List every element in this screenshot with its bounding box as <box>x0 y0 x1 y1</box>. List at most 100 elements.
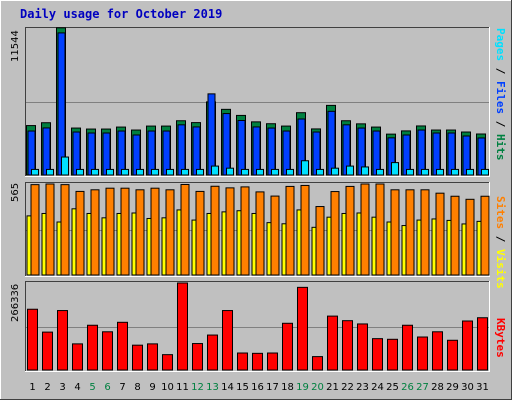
day-label-26: 26 <box>401 382 414 393</box>
middle-panel-legend: Sites / Visits <box>494 196 507 289</box>
middle-legend-part-0: Sites <box>494 196 507 229</box>
day-label-3: 3 <box>59 382 65 393</box>
day-label-23: 23 <box>356 382 369 393</box>
day-label-31: 31 <box>476 382 489 393</box>
kbytes-bar-day-17 <box>267 352 278 371</box>
files-bar-day-5 <box>87 132 96 176</box>
sites-bar-day-7 <box>120 187 130 276</box>
day-label-7: 7 <box>119 382 125 393</box>
sites-bar-day-22 <box>345 185 355 276</box>
pages-bar-day-20 <box>316 168 324 176</box>
day-label-13: 13 <box>206 382 219 393</box>
pages-bar-day-19 <box>301 160 309 176</box>
kbytes-bar-day-31 <box>477 317 488 371</box>
sites-bar-day-6 <box>105 187 115 276</box>
day-label-19: 19 <box>296 382 309 393</box>
files-bar-day-18 <box>282 130 291 176</box>
pages-bar-day-18 <box>286 168 294 176</box>
kbytes-bar-day-21 <box>327 315 338 371</box>
pages-bar-day-30 <box>466 168 474 176</box>
day-label-1: 1 <box>29 382 35 393</box>
files-bar-day-7 <box>117 130 126 176</box>
day-label-14: 14 <box>221 382 234 393</box>
files-bar-day-16 <box>252 126 261 176</box>
middle-y-max-label: 565 <box>10 183 21 202</box>
sites-bar-day-27 <box>420 189 430 276</box>
pages-bar-day-25 <box>391 162 399 176</box>
sites-bar-day-1 <box>30 184 40 276</box>
pages-bar-day-9 <box>151 168 159 176</box>
kbytes-bar-day-5 <box>87 324 98 371</box>
sites-bar-day-31 <box>480 195 490 276</box>
kbytes-bar-day-22 <box>342 320 353 371</box>
kbytes-bar-day-4 <box>72 343 83 371</box>
pages-bar-day-15 <box>241 168 249 176</box>
kbytes-bar-day-11 <box>177 282 188 371</box>
middle-panel-bars <box>26 183 490 276</box>
day-label-22: 22 <box>341 382 354 393</box>
kbytes-bar-day-14 <box>222 310 233 371</box>
kbytes-bar-day-28 <box>432 331 443 371</box>
pages-bar-day-4 <box>76 168 84 176</box>
kbytes-bar-day-18 <box>282 322 293 371</box>
day-label-30: 30 <box>461 382 474 393</box>
sites-bar-day-17 <box>270 195 280 276</box>
kbytes-bar-day-25 <box>387 338 398 371</box>
top-legend-part-3: / <box>494 114 507 134</box>
day-label-25: 25 <box>386 382 399 393</box>
sites-bar-day-14 <box>225 187 235 276</box>
sites-bar-day-11 <box>180 183 190 276</box>
sites-bar-day-13 <box>210 185 220 276</box>
kbytes-bar-day-10 <box>162 354 173 371</box>
kbytes-bar-day-16 <box>252 352 263 371</box>
pages-bar-day-27 <box>421 168 429 176</box>
day-label-10: 10 <box>161 382 174 393</box>
pages-bar-day-3 <box>61 156 69 176</box>
kbytes-bar-day-6 <box>102 331 113 371</box>
pages-bar-day-10 <box>166 168 174 176</box>
kbytes-bar-day-12 <box>192 343 203 371</box>
pages-bar-day-26 <box>406 168 414 176</box>
sites-bar-day-18 <box>285 185 295 276</box>
top-panel-bars <box>26 27 489 176</box>
pages-bar-day-31 <box>481 168 489 176</box>
files-bar-day-9 <box>147 130 156 176</box>
pages-bar-day-6 <box>106 168 114 176</box>
pages-bar-day-7 <box>121 168 129 176</box>
day-label-6: 6 <box>104 382 110 393</box>
day-label-21: 21 <box>326 382 339 393</box>
pages-bar-day-21 <box>331 167 339 176</box>
sites-bar-day-30 <box>465 198 475 276</box>
top-legend-part-0: Pages <box>494 28 507 61</box>
bottom-panel-bars <box>27 282 488 371</box>
files-bar-day-20 <box>312 131 321 176</box>
files-bar-day-14 <box>222 113 231 176</box>
files-bar-day-28 <box>432 132 441 176</box>
top-y-max-label: 11544 <box>10 30 21 62</box>
files-bar-day-29 <box>447 132 456 176</box>
middle-legend-part-2: Visits <box>494 249 507 289</box>
day-label-28: 28 <box>431 382 444 393</box>
pages-bar-day-1 <box>31 168 39 176</box>
files-bar-day-3 <box>57 32 66 176</box>
kbytes-bar-day-27 <box>417 336 428 371</box>
day-label-18: 18 <box>281 382 294 393</box>
files-bar-day-27 <box>417 129 426 176</box>
sites-bar-day-28 <box>435 192 445 276</box>
sites-bar-day-16 <box>255 191 265 276</box>
top-legend-part-4: Hits <box>494 134 507 161</box>
x-axis-day-labels: 1 2 3 4 5 6 7 8 9 10 11 12 13 14 15 16 17 18 19 20 21 22 23 24 2… <box>29 382 489 393</box>
sites-bar-day-20 <box>315 206 325 276</box>
files-bar-day-2 <box>42 127 51 176</box>
pages-bar-day-22 <box>346 165 354 176</box>
kbytes-bar-day-30 <box>462 320 473 371</box>
chart-title: Daily usage for October 2019 <box>20 7 222 21</box>
kbytes-bar-day-19 <box>297 286 308 371</box>
sites-bar-day-26 <box>405 189 415 276</box>
day-label-29: 29 <box>446 382 459 393</box>
sites-bar-day-5 <box>90 189 100 276</box>
sites-bar-day-29 <box>450 195 460 276</box>
sites-bar-day-9 <box>150 187 160 276</box>
files-bar-day-1 <box>27 130 36 176</box>
